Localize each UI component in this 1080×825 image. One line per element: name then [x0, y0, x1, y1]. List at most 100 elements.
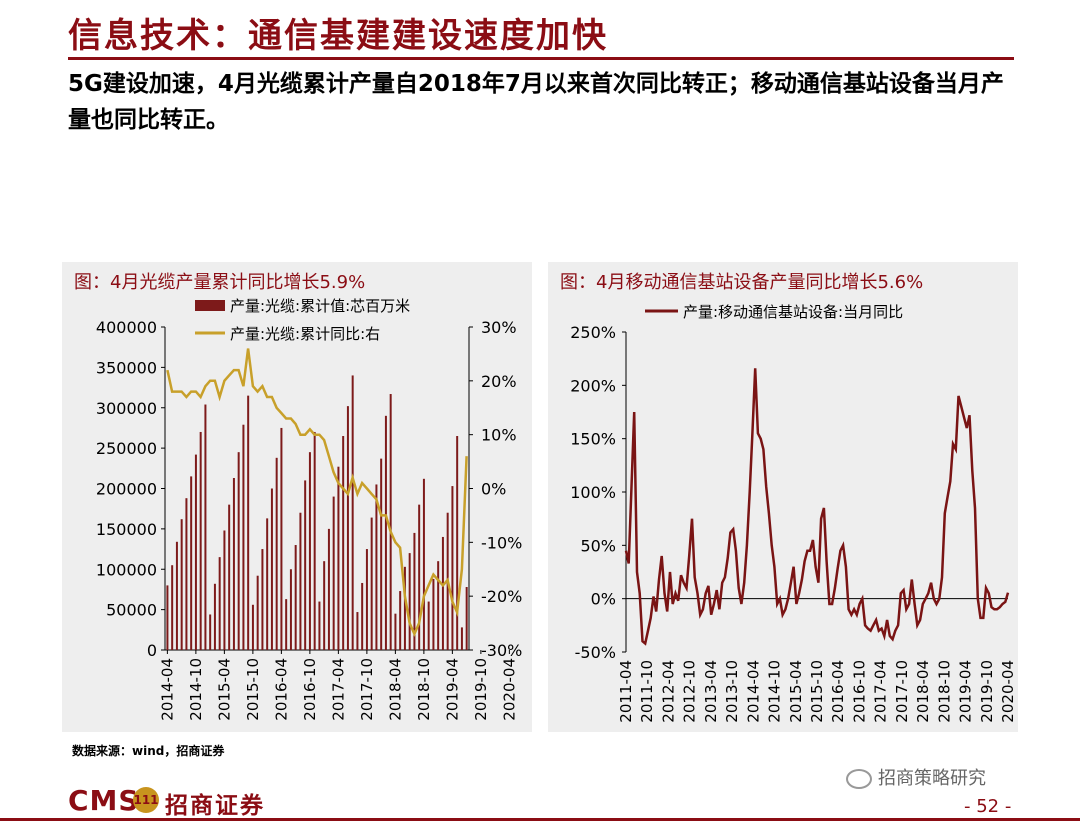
bar-cumulative-output	[270, 488, 273, 650]
logo-company-name: 招商证券	[165, 793, 265, 819]
left-y-tick-label: 200000	[96, 480, 157, 499]
x-tick-label: 2020-04	[999, 660, 1017, 723]
x-tick-label: 2019-04	[443, 658, 461, 721]
bar-cumulative-output	[199, 431, 202, 650]
bar-cumulative-output	[242, 424, 245, 650]
bar-cumulative-output	[337, 466, 340, 650]
bar-cumulative-output	[232, 478, 235, 650]
bar-cumulative-output	[361, 582, 364, 650]
x-tick-label: 2011-04	[617, 660, 635, 723]
bar-cumulative-output	[389, 394, 392, 650]
bar-cumulative-output	[432, 578, 435, 650]
title-divider	[68, 57, 1014, 60]
y-tick-label: 0%	[591, 590, 616, 609]
x-tick-label: 2017-04	[329, 658, 347, 721]
bar-cumulative-output	[194, 454, 197, 650]
bar-cumulative-output	[380, 458, 383, 650]
bar-cumulative-output	[332, 496, 335, 650]
bar-cumulative-output	[441, 536, 444, 650]
bar-cumulative-output	[275, 457, 278, 650]
page-number: - 52 -	[964, 796, 1012, 817]
bar-cumulative-output	[304, 480, 307, 650]
left-y-tick-label: 250000	[96, 439, 157, 458]
left-y-tick-label: 0	[147, 641, 157, 660]
right-y-tick-label: -30%	[481, 641, 522, 660]
bar-cumulative-output	[171, 565, 174, 650]
bar-cumulative-output	[399, 591, 402, 650]
bar-cumulative-output	[370, 517, 373, 650]
right-chart-panel: 图：4月移动通信基站设备产量同比增长5.6% 250% 200% 150% 100% 5…	[548, 262, 1018, 732]
x-tick-label: 2020-04	[500, 658, 518, 721]
y-tick-label: -50%	[575, 643, 616, 662]
bar-cumulative-output	[413, 532, 416, 650]
x-tick-label: 2014-04	[158, 658, 176, 721]
bar-cumulative-output	[280, 427, 283, 650]
bar-cumulative-output	[289, 569, 292, 650]
bar-cumulative-output	[266, 518, 269, 650]
x-tick-label: 2018-10	[935, 660, 953, 723]
x-tick-label: 2019-10	[472, 658, 490, 721]
bar-cumulative-output	[228, 504, 231, 650]
bar-cumulative-output	[465, 587, 468, 650]
wechat-label: 招商策略研究	[878, 768, 986, 789]
x-tick-label: 2012-04	[659, 660, 677, 723]
x-tick-label: 2014-10	[187, 658, 205, 721]
bar-cumulative-output	[204, 404, 207, 650]
bar-cumulative-output	[190, 476, 193, 650]
x-tick-label: 2013-04	[702, 660, 720, 723]
bar-cumulative-output	[427, 601, 430, 650]
right-y-tick-label: 20%	[481, 372, 517, 391]
left-chart-title: 图：4月光缆产量累计同比增长5.9%	[74, 272, 366, 293]
left-y-tick-label: 350000	[96, 358, 157, 377]
x-tick-label: 2016-10	[301, 658, 319, 721]
x-tick-label: 2019-04	[957, 660, 975, 723]
logo-cms: CMS	[68, 784, 140, 817]
x-tick-label: 2015-04	[787, 660, 805, 723]
bar-cumulative-output	[422, 478, 425, 650]
bar-cumulative-output	[175, 541, 178, 650]
x-tick-label: 2014-04	[744, 660, 762, 723]
footer-divider	[0, 818, 1080, 821]
y-tick-label: 200%	[570, 376, 616, 395]
x-tick-label: 2016-10	[850, 660, 868, 723]
x-tick-label: 2018-04	[386, 658, 404, 721]
left-y-tick-label: 100000	[96, 560, 157, 579]
bar-cumulative-output	[313, 431, 316, 650]
y-tick-label: 250%	[570, 323, 616, 342]
bar-cumulative-output	[294, 545, 297, 650]
page-title: 信息技术：通信基建建设速度加快	[68, 16, 608, 56]
data-source: 数据来源：wind，招商证券	[72, 744, 225, 758]
bar-cumulative-output	[213, 583, 216, 650]
right-chart: 250%200%150%100%50%0%-50%2011-04 2011-10 2…	[570, 303, 1017, 723]
bar-cumulative-output	[180, 519, 183, 650]
bar-cumulative-output	[403, 566, 406, 650]
x-tick-label: 2013-10	[723, 660, 741, 723]
wechat-icon	[846, 769, 872, 789]
bar-cumulative-output	[351, 375, 354, 650]
legend-label-line: 产量:光缆:累计同比:右	[230, 325, 380, 343]
logo-badge-icon: 111	[133, 787, 159, 813]
right-y-tick-label: 0%	[481, 480, 506, 499]
y-tick-label: 100%	[570, 483, 616, 502]
bar-cumulative-output	[166, 585, 169, 650]
x-tick-label: 2012-10	[681, 660, 699, 723]
page-subtitle: 5G建设加速，4月光缆累计产量自2018年7月以来首次同比转正；移动通信基站设备…	[68, 71, 1004, 133]
bar-cumulative-output	[346, 406, 349, 650]
bar-cumulative-output	[384, 415, 387, 650]
x-tick-label: 2017-04	[872, 660, 890, 723]
bar-cumulative-output	[308, 452, 311, 650]
left-chart-panel: 图：4月光缆产量累计同比增长5.9% 400000 350000 300000 250…	[62, 262, 532, 732]
bar-cumulative-output	[451, 486, 454, 650]
legend-label-line: 产量:移动通信基站设备:当月同比	[683, 303, 903, 321]
bar-cumulative-output	[327, 528, 330, 650]
x-tick-label: 2015-10	[808, 660, 826, 723]
bar-cumulative-output	[237, 452, 240, 650]
x-tick-label: 2018-10	[415, 658, 433, 721]
x-tick-label: 2017-10	[893, 660, 911, 723]
bar-cumulative-output	[261, 549, 264, 650]
left-y-tick-label: 150000	[96, 520, 157, 539]
bar-cumulative-output	[356, 612, 359, 650]
bar-cumulative-output	[185, 498, 188, 650]
right-y-tick-label: -10%	[481, 533, 522, 552]
x-tick-label: 2017-10	[358, 658, 376, 721]
